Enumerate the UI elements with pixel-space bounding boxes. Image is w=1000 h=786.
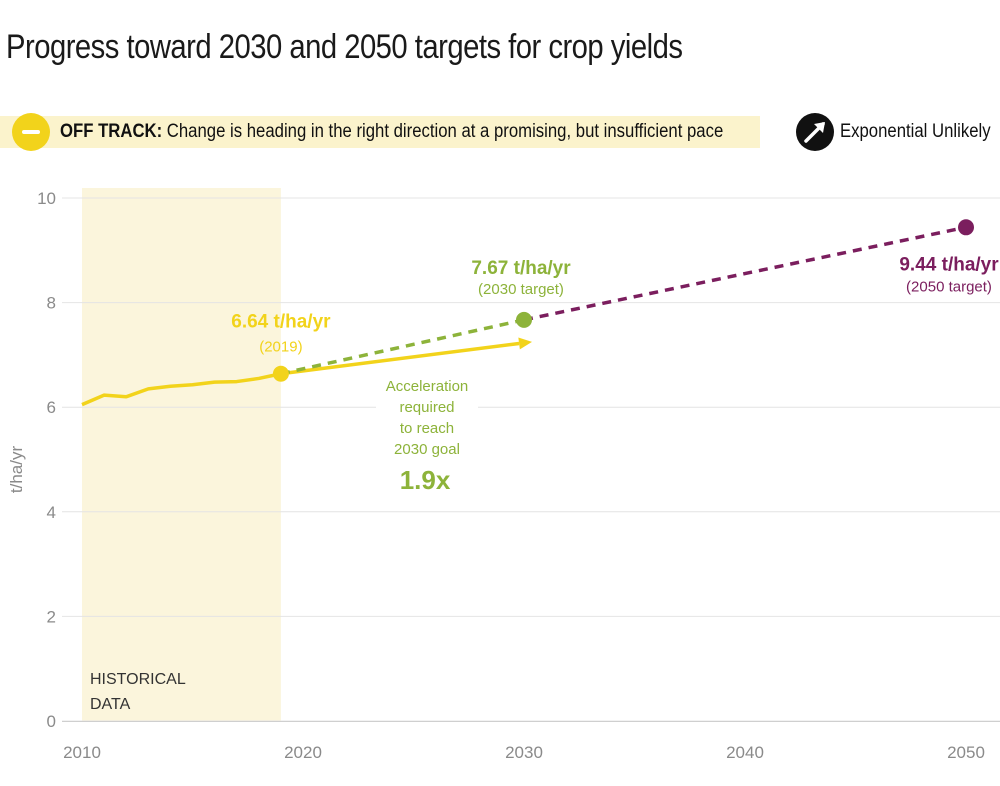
x-tick-label: 2040 [726,743,764,762]
x-tick-label: 2050 [947,743,985,762]
x-tick-label: 2030 [505,743,543,762]
acceleration-backdrop [376,372,478,467]
historical-shading [82,188,281,721]
acceleration-value: 1.9x [400,465,451,495]
status-label: OFF TRACK: [60,121,163,142]
page-title: Progress toward 2030 and 2050 targets fo… [6,28,683,66]
data-label-sub: (2019) [259,339,302,356]
acceleration-text: Acceleration [386,378,469,395]
series-line-0 [81,372,282,407]
data-label-sub: (2030 target) [478,281,564,298]
arrow-up-right-icon [796,113,834,151]
data-point-marker [272,365,289,382]
series-projection-current-pace [280,341,520,376]
status-description: Change is heading in the right direction… [166,121,724,142]
y-axis-label: t/ha/yr [7,446,26,494]
historical-label: HISTORICAL [90,671,186,688]
minus-circle-icon [12,113,50,151]
y-tick-label: 8 [47,294,56,313]
y-tick-label: 0 [47,712,56,731]
y-tick-label: 2 [47,607,56,626]
data-point-marker [958,219,974,236]
data-label-value: 7.67 t/ha/yr [471,258,571,279]
data-point-marker [516,311,532,328]
acceleration-text: 2030 goal [394,441,460,458]
trend-label: Exponential Unlikely [840,121,991,142]
y-tick-label: 6 [47,398,56,417]
status-band [0,116,760,148]
x-tick-label: 2010 [63,743,101,762]
y-tick-label: 10 [37,189,56,208]
x-tick-label: 2020 [284,743,322,762]
data-label-value: 6.64 t/ha/yr [231,312,331,333]
status-text: OFF TRACK: Change is heading in the righ… [60,121,723,143]
historical-label: DATA [90,696,131,713]
acceleration-text: required [399,399,454,416]
series-arrowhead [518,337,532,350]
acceleration-text: to reach [400,420,454,437]
data-label-value: 9.44 t/ha/yr [899,254,999,275]
data-label-sub: (2050 target) [906,278,992,295]
series-line-3 [523,225,967,322]
y-tick-label: 4 [47,503,56,522]
